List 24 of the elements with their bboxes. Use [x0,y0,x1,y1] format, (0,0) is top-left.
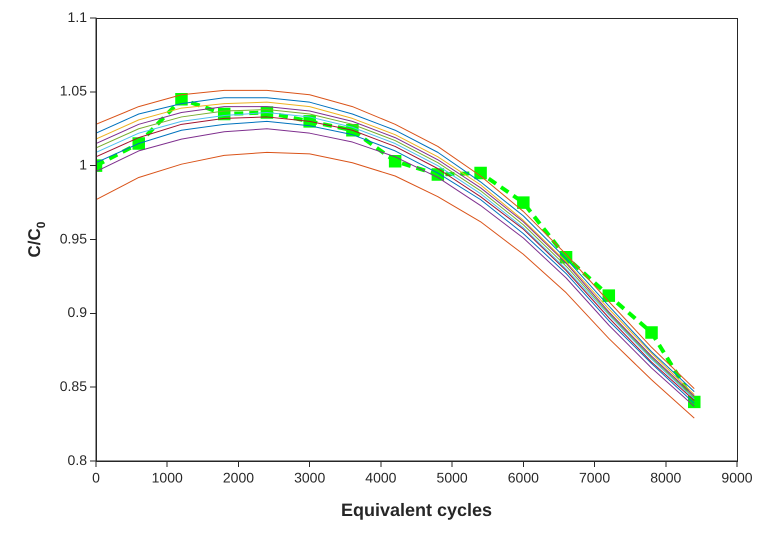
y-tick-label: 0.95 [60,230,88,246]
x-axis-title: Equivalent cycles [340,500,492,520]
x-tick-label: 6000 [508,469,540,486]
y-tick-label: 1.05 [60,82,88,99]
point [517,196,530,209]
point [175,92,188,106]
y-axis-title: C/C0 [25,221,48,258]
point [645,326,658,339]
y-tick-label: 1 [79,156,88,173]
y-tick-label: 1.1 [68,8,88,25]
x-tick-label: 5000 [436,469,468,486]
x-tick-label: 7000 [578,469,610,486]
x-tick-label: 4000 [365,469,397,486]
x-tick-label: 1000 [152,469,184,486]
x-tick-label: 8000 [650,469,682,486]
y-tick-label: 0.85 [60,378,88,394]
point [388,154,402,168]
x-tick-label: 0 [92,469,100,486]
x-tick-label: 3000 [294,469,326,486]
y-tick-label: 0.8 [68,452,88,468]
x-tick-label: 2000 [222,469,254,486]
point [602,289,616,302]
y-tick-label: 0.9 [68,304,88,320]
x-tick-label: 9000 [721,469,753,486]
